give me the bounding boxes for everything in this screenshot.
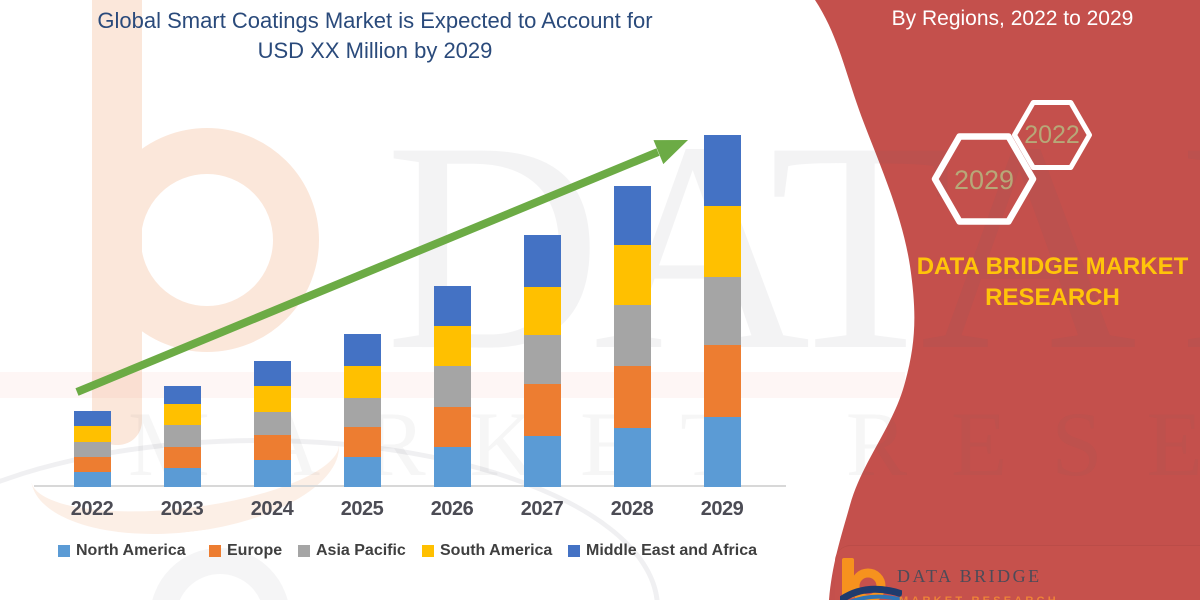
hexagon-2029	[931, 133, 1037, 225]
legend-label: North America	[76, 542, 186, 559]
legend-label: South America	[440, 542, 553, 559]
bar-segment-middle-east-and-africa-2029	[703, 135, 741, 206]
bar-segment-north-america-2025	[343, 457, 381, 487]
bar-segment-middle-east-and-africa-2022	[73, 411, 111, 426]
bar-segment-north-america-2027	[523, 436, 561, 487]
banner-brand-line2: RESEARCH	[985, 284, 1120, 311]
bar-segment-asia-pacific-2024	[253, 412, 291, 435]
banner-brand-text: DATA BRIDGE MARKET RESEARCH	[895, 251, 1200, 313]
x-tick-2026: 2026	[430, 498, 474, 520]
chart-title-line1: Global Smart Coatings Market is Expected…	[97, 8, 653, 33]
bar-segment-middle-east-and-africa-2024	[253, 361, 291, 386]
bar-segment-north-america-2023	[163, 468, 201, 487]
hexagon-2022	[1012, 100, 1092, 170]
bar-segment-europe-2025	[343, 427, 381, 457]
legend-swatch	[209, 545, 221, 557]
chart-title-line2: USD XX Million by 2029	[257, 38, 493, 63]
legend-label: Asia Pacific	[316, 542, 406, 559]
bar-segment-north-america-2028	[613, 428, 651, 487]
bar-segment-asia-pacific-2028	[613, 305, 651, 366]
x-tick-2027: 2027	[520, 498, 564, 520]
banner-brand-line1: DATA BRIDGE MARKET	[916, 253, 1189, 280]
hexagon-label-2029: 2029	[953, 165, 1015, 195]
watermark-big-text: DATA BRIDGE	[385, 80, 1200, 412]
bar-segment-middle-east-and-africa-2023	[163, 386, 201, 404]
data-bridge-logo-icon	[840, 558, 902, 600]
bar-segment-south-america-2025	[343, 366, 381, 398]
bar-segment-north-america-2026	[433, 447, 471, 487]
bar-segment-south-america-2029	[703, 206, 741, 277]
bar-segment-north-america-2024	[253, 460, 291, 487]
bar-segment-south-america-2026	[433, 326, 471, 366]
bar-segment-north-america-2022	[73, 472, 111, 487]
bar-segment-asia-pacific-2025	[343, 398, 381, 427]
x-tick-2022: 2022	[70, 498, 114, 520]
x-tick-2028: 2028	[610, 498, 654, 520]
legend-swatch	[568, 545, 580, 557]
bar-segment-asia-pacific-2027	[523, 335, 561, 384]
bar-segment-middle-east-and-africa-2027	[523, 235, 561, 287]
watermark-spaced-text: MARKET RESEARCH	[128, 393, 1200, 495]
bar-segment-middle-east-and-africa-2028	[613, 186, 651, 245]
bar-segment-asia-pacific-2023	[163, 425, 201, 447]
logo-wordmark: DATA BRIDGE	[897, 566, 1042, 586]
bar-segment-south-america-2027	[523, 287, 561, 335]
bar-segment-south-america-2023	[163, 404, 201, 425]
logo-card: DATA BRIDGE MARKET RESEARCH	[835, 545, 1200, 600]
bar-segment-asia-pacific-2022	[73, 442, 111, 457]
legend-swatch	[298, 545, 310, 557]
bar-segment-south-america-2024	[253, 386, 291, 412]
bar-segment-europe-2024	[253, 435, 291, 460]
bar-segment-europe-2023	[163, 447, 201, 468]
banner-cropped-line: Global Smart Coatings Market,	[830, 0, 1195, 1]
hexagon-label-2022: 2022	[1024, 121, 1080, 149]
bar-segment-europe-2028	[613, 366, 651, 428]
x-tick-2029: 2029	[700, 498, 744, 520]
bar-segment-asia-pacific-2026	[433, 366, 471, 407]
x-tick-2024: 2024	[250, 498, 294, 520]
bar-segment-europe-2029	[703, 345, 741, 417]
bar-segment-middle-east-and-africa-2025	[343, 334, 381, 366]
bar-segment-north-america-2029	[703, 417, 741, 487]
bar-segment-europe-2026	[433, 407, 471, 447]
bar-segment-europe-2022	[73, 457, 111, 472]
bar-segment-south-america-2028	[613, 245, 651, 305]
hexagons-graphic	[931, 100, 1092, 225]
bar-segment-asia-pacific-2029	[703, 277, 741, 345]
chart-title: Global Smart Coatings Market is Expected…	[50, 6, 700, 66]
x-axis-line	[34, 485, 786, 487]
x-tick-2025: 2025	[340, 498, 384, 520]
legend-swatch	[58, 545, 70, 557]
bar-segment-middle-east-and-africa-2026	[433, 286, 471, 326]
logo-subline: MARKET RESEARCH	[899, 595, 1059, 600]
x-tick-2023: 2023	[160, 498, 204, 520]
legend-swatch	[422, 545, 434, 557]
bar-segment-south-america-2022	[73, 426, 111, 442]
bar-segment-europe-2027	[523, 384, 561, 436]
legend-label: Middle East and Africa	[586, 542, 757, 559]
banner-subtitle: By Regions, 2022 to 2029	[891, 7, 1134, 30]
legend-label: Europe	[227, 542, 283, 559]
